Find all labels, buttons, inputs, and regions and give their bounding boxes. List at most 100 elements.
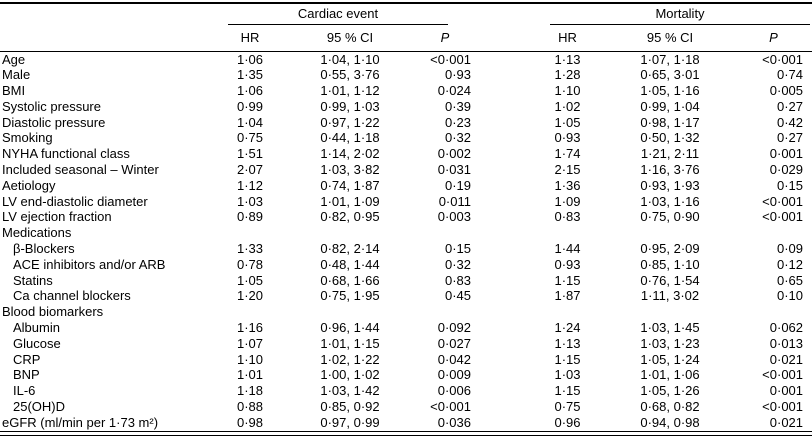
mort-hr: 0·93	[554, 256, 581, 272]
ce-ci: 0·85, 0·92	[320, 399, 380, 415]
mort-ci: 1·01, 1·06	[640, 367, 700, 383]
table-row: Glucose 1·07 1·01, 1·15 0·027 1·13 1·03, 1·23…	[0, 336, 812, 352]
row-label: NYHA functional class	[2, 146, 130, 162]
table-row: Ca channel blockers 1·20 0·75, 1·95 0·45 1·8…	[0, 288, 812, 304]
ce-ci	[290, 225, 410, 241]
table-row: eGFR (ml/min per 1·73 m²) 0·98 0·97, 0·99 0…	[0, 415, 812, 431]
row-label: Medications	[2, 225, 72, 241]
mort-hr: 1·44	[554, 241, 581, 257]
table-row: IL-6 1·18 1·03, 1·42 0·006 1·15 1·05, 1·26 0·0…	[0, 383, 812, 399]
table-row: Male 1·35 0·55, 3·76 0·93 1·28 0·65, 3·01 0·74	[0, 67, 812, 83]
row-label: IL-6	[13, 383, 36, 399]
table-row: BNP 1·01 1·00, 1·02 0·009 1·03 1·01, 1·06 <0·0…	[0, 367, 812, 383]
ce-p	[410, 225, 480, 241]
ce-hr: 1·12	[236, 177, 264, 193]
gap-cell	[480, 130, 530, 146]
mort-p: <0·001	[762, 51, 804, 67]
gap-cell	[480, 83, 530, 99]
table-row: Statins 1·05 0·68, 1·66 0·83 1·15 0·76, 1·54 0…	[0, 273, 812, 289]
ce-hr: 1·06	[236, 51, 264, 67]
mort-p-header: P	[735, 25, 812, 52]
gap-cell	[480, 304, 530, 320]
mort-ci: 0·98, 1·17	[640, 114, 700, 130]
mort-hr: 0·83	[554, 209, 581, 225]
mort-hr: 1·36	[554, 177, 581, 193]
ce-ci: 1·02, 1·22	[320, 351, 380, 367]
mort-p: 0·005	[769, 83, 804, 99]
gap-cell	[480, 415, 530, 431]
mort-p: 0·74	[776, 67, 804, 83]
gap-cell	[480, 51, 530, 67]
ce-hr: 0·99	[236, 98, 264, 114]
gap-cell	[480, 241, 530, 257]
ce-hr: 1·33	[236, 241, 264, 257]
gap-cell	[480, 273, 530, 289]
table-row: Age 1·06 1·04, 1·10 <0·001 1·13 1·07, 1·18 <0·…	[0, 51, 812, 67]
mort-p: 0·001	[769, 146, 804, 162]
ce-hr: 1·03	[236, 193, 264, 209]
group-mortality: Mortality	[530, 4, 812, 25]
row-label: Albumin	[13, 320, 60, 336]
ce-p: <0·001	[430, 399, 471, 415]
ce-hr: 1·10	[236, 351, 264, 367]
table-row: LV ejection fraction 0·89 0·82, 0·95 0·003 0…	[0, 209, 812, 225]
table-row: ACE inhibitors and/or ARB 0·78 0·48, 1·44 0…	[0, 257, 812, 273]
ce-ci: 0·74, 1·87	[320, 177, 380, 193]
row-label: CRP	[13, 351, 41, 367]
mort-p: 0·09	[776, 241, 804, 257]
mort-ci: 0·93, 1·93	[640, 177, 700, 193]
mort-hr: 1·15	[554, 351, 581, 367]
mort-hr: 1·15	[554, 383, 581, 399]
group-cardiac-event: Cardiac event	[210, 4, 480, 25]
gap-cell	[480, 178, 530, 194]
mort-p: 0·062	[769, 320, 804, 336]
ce-ci: 1·03, 1·42	[320, 383, 380, 399]
mort-ci: 1·05, 1·16	[640, 83, 700, 99]
table-row: NYHA functional class 1·51 1·14, 2·02 0·002…	[0, 146, 812, 162]
ce-hr: 1·35	[236, 67, 264, 83]
label-column-spacer	[0, 4, 210, 25]
ce-hr: 2·07	[236, 162, 264, 178]
mort-p: <0·001	[762, 209, 804, 225]
group-label-cardiac-event: Cardiac event	[228, 6, 448, 25]
ce-p: 0·042	[437, 351, 471, 367]
ce-ci: 1·04, 1·10	[320, 51, 380, 67]
table-body: Age 1·06 1·04, 1·10 <0·001 1·13 1·07, 1·18 <0·…	[0, 51, 812, 431]
ce-p: 0·39	[444, 98, 471, 114]
ce-p: 0·002	[437, 146, 471, 162]
group-gap	[480, 4, 530, 25]
mort-hr: 1·03	[554, 367, 581, 383]
table-row: CRP 1·10 1·02, 1·22 0·042 1·15 1·05, 1·24 0·02…	[0, 352, 812, 368]
ce-p: 0·027	[437, 335, 471, 351]
table-row: Systolic pressure 0·99 0·99, 1·03 0·39 1·02 0…	[0, 99, 812, 115]
gap-cell	[480, 194, 530, 210]
row-label: Aetiology	[2, 177, 56, 193]
ce-p: 0·19	[444, 177, 471, 193]
mort-ci: 1·21, 2·11	[640, 146, 700, 162]
ce-ci: 0·68, 1·66	[320, 272, 380, 288]
mort-ci: 0·85, 1·10	[640, 256, 700, 272]
gap-cell	[480, 352, 530, 368]
ce-ci: 1·01, 1·09	[320, 193, 380, 209]
ce-ci: 0·99, 1·03	[320, 98, 380, 114]
ce-hr	[210, 304, 290, 320]
ce-hr: 0·98	[236, 414, 264, 430]
gap-cell	[480, 383, 530, 399]
section-row: Blood biomarkers	[0, 304, 812, 320]
row-label: Glucose	[13, 335, 61, 351]
ce-hr: 1·01	[236, 367, 264, 383]
ce-hr: 0·88	[236, 399, 264, 415]
mort-hr: 1·24	[554, 320, 581, 336]
ce-hr: 1·06	[236, 83, 264, 99]
ce-p: 0·009	[437, 367, 471, 383]
row-label: LV end-diastolic diameter	[2, 193, 148, 209]
ce-ci: 0·75, 1·95	[320, 288, 380, 304]
gap-cell	[480, 399, 530, 415]
mort-ci: 1·05, 1·26	[640, 383, 700, 399]
mort-hr	[530, 304, 605, 320]
header-gap	[480, 25, 530, 52]
mort-p: 0·021	[769, 351, 804, 367]
mort-hr-header: HR	[530, 25, 605, 52]
row-label: Diastolic pressure	[2, 114, 106, 130]
